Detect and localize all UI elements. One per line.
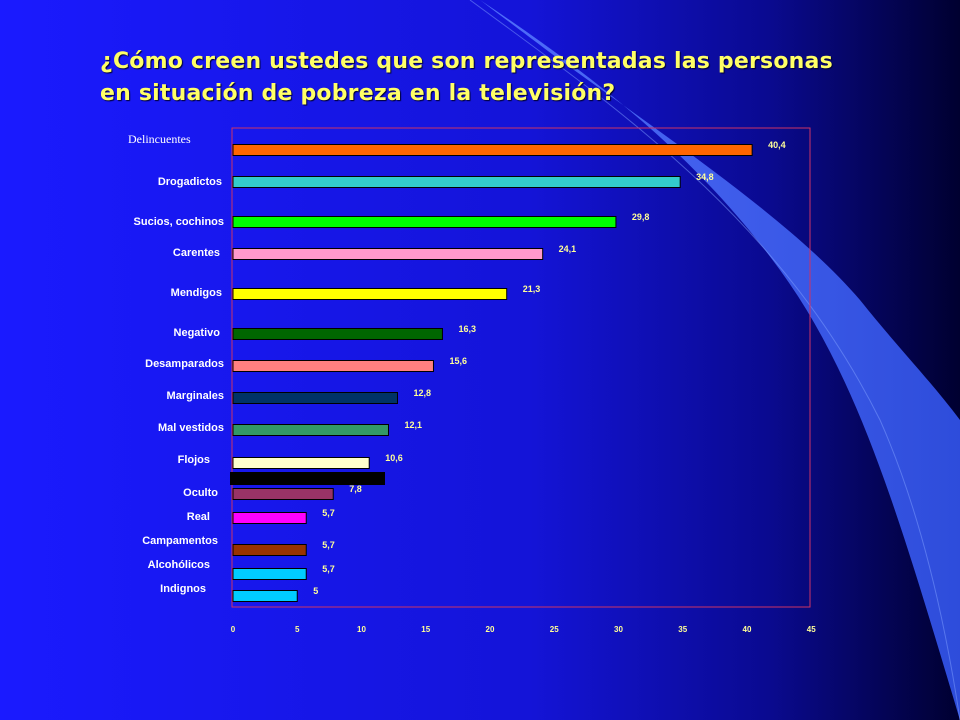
value-label: 10,6	[385, 453, 403, 463]
value-label: 40,4	[768, 140, 786, 150]
value-label: 34,8	[696, 172, 714, 182]
overlay-strip	[230, 472, 385, 485]
bar-flojos	[232, 457, 370, 469]
slide-title-line-1: ¿Cómo creen ustedes que son representada…	[100, 49, 833, 74]
bar-desamparados	[232, 360, 434, 372]
slide-title: ¿Cómo creen ustedes que son representada…	[100, 46, 900, 110]
x-tick-label: 45	[807, 625, 816, 634]
category-label: Marginales	[167, 390, 224, 402]
x-tick-label: 15	[421, 625, 430, 634]
x-tick-label: 10	[357, 625, 366, 634]
category-label: Real	[187, 511, 210, 523]
x-tick-label: 5	[295, 625, 300, 634]
category-label: Flojos	[178, 454, 210, 466]
bar-campamentos	[232, 544, 307, 556]
x-tick-label: 20	[486, 625, 495, 634]
slide-title-line-2: en situación de pobreza en la televisión…	[100, 81, 616, 106]
category-label: Indignos	[160, 583, 206, 595]
bar-alcoh-licos	[232, 568, 307, 580]
x-tick-label: 30	[614, 625, 623, 634]
category-label: Campamentos	[142, 535, 218, 547]
category-label: Sucios, cochinos	[134, 216, 224, 228]
category-label: Alcohólicos	[148, 559, 210, 571]
value-label: 29,8	[632, 212, 650, 222]
category-label: Mendigos	[171, 287, 222, 299]
bar-drogadictos	[232, 176, 681, 188]
plot-area-border	[231, 127, 811, 608]
bar-sucios-cochinos	[232, 216, 617, 228]
x-tick-label: 25	[550, 625, 559, 634]
category-label: Drogadictos	[158, 176, 222, 188]
value-label: 12,1	[404, 420, 422, 430]
category-label: Carentes	[173, 247, 220, 259]
value-label: 5,7	[322, 564, 335, 574]
bar-indignos	[232, 590, 298, 602]
bar-real	[232, 512, 307, 524]
value-label: 15,6	[449, 356, 467, 366]
x-tick-label: 35	[678, 625, 687, 634]
bar-carentes	[232, 248, 544, 260]
category-label: Delincuentes	[128, 132, 191, 146]
value-label: 5,7	[322, 508, 335, 518]
x-axis: 0 5 10 15 20 25 30 35 40 45	[231, 625, 816, 634]
bar-negativo	[232, 328, 443, 340]
category-label: Negativo	[174, 327, 221, 339]
bar-mendigos	[232, 288, 508, 300]
bar-oculto	[232, 488, 334, 500]
value-label: 12,8	[413, 388, 431, 398]
value-label: 24,1	[559, 244, 577, 254]
category-label: Desamparados	[145, 358, 224, 370]
value-label: 21,3	[523, 284, 541, 294]
value-label: 16,3	[458, 324, 476, 334]
category-label: Mal vestidos	[158, 422, 224, 434]
value-label: 5	[313, 586, 318, 596]
bars-group: 40,4 Delincuentes 34,8 Drogadictos 29,8 Sucio…	[128, 132, 786, 602]
x-tick-label: 40	[743, 625, 752, 634]
bar-mal-vestidos	[232, 424, 389, 436]
value-label: 7,8	[349, 484, 362, 494]
category-label: Oculto	[183, 487, 218, 499]
x-tick-label: 0	[231, 625, 236, 634]
bar-marginales	[232, 392, 398, 404]
bar-delincuentes	[232, 144, 753, 156]
value-label: 5,7	[322, 540, 335, 550]
